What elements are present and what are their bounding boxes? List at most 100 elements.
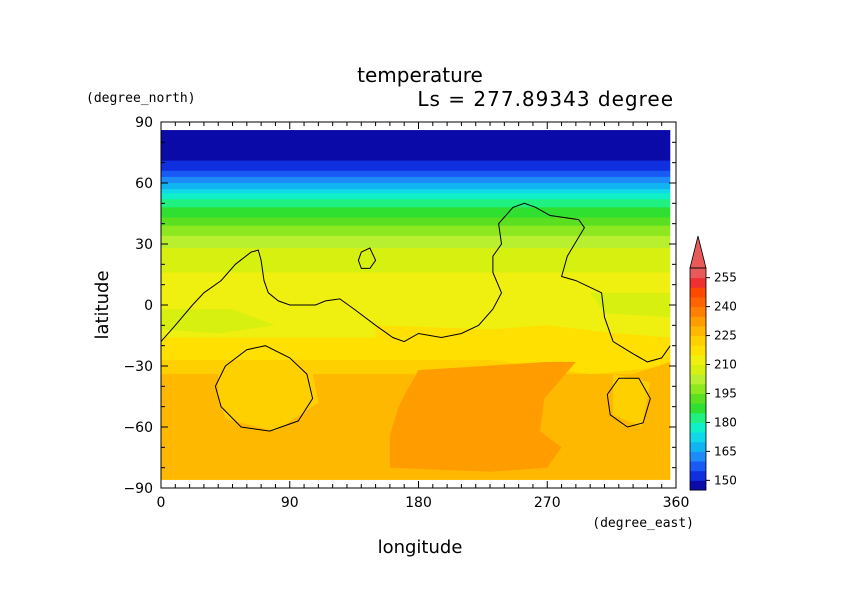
temperature-band <box>161 272 671 276</box>
y-axis-unit: (degree_north) <box>86 91 196 106</box>
x-tick-label: 180 <box>405 495 432 511</box>
colorbar-tick-label: 255 <box>714 271 737 285</box>
temperature-band <box>161 260 671 263</box>
temperature-band <box>161 246 671 249</box>
temperature-band <box>161 351 671 355</box>
colorbar-swatch <box>690 335 706 346</box>
colorbar-swatch <box>690 325 706 337</box>
temperature-band <box>161 164 671 168</box>
temperature-band <box>161 227 671 231</box>
colorbar-swatch <box>690 316 706 327</box>
temperature-band <box>161 142 671 145</box>
temperature-band <box>161 158 671 162</box>
temperature-band <box>161 366 671 369</box>
temperature-band <box>161 225 671 229</box>
temperature-band <box>161 256 671 259</box>
temperature-band <box>161 270 671 274</box>
colorbar-swatch <box>690 432 706 443</box>
temperature-band <box>161 355 671 359</box>
temperature-band <box>161 353 671 357</box>
temperature-band <box>161 205 671 208</box>
temperature-band <box>161 219 671 223</box>
temperature-band <box>161 233 671 237</box>
colorbar-tick-label: 150 <box>714 473 737 487</box>
colorbar-swatch <box>690 268 706 279</box>
temperature-band <box>161 292 671 296</box>
temperature-region <box>613 374 651 427</box>
temperature-band <box>161 180 671 184</box>
temperature-band <box>161 313 671 316</box>
temperature-band <box>161 349 671 353</box>
temperature-band <box>161 132 671 135</box>
temperature-region <box>218 366 319 432</box>
temperature-band <box>161 140 671 143</box>
temperature-band <box>161 235 671 239</box>
temperature-band <box>161 282 671 286</box>
temperature-band <box>161 370 671 373</box>
temperature-band <box>161 217 671 221</box>
temperature-band <box>161 156 671 160</box>
temperature-band <box>161 207 671 211</box>
colorbar-swatch <box>690 364 706 375</box>
temperature-band <box>161 154 671 158</box>
temperature-band <box>161 248 671 251</box>
colorbar-tick-label: 225 <box>714 329 737 343</box>
temperature-band <box>161 172 671 176</box>
temperature-band <box>161 178 671 182</box>
temperature-band <box>161 183 671 186</box>
temperature-band <box>161 199 671 202</box>
x-axis-label: longitude <box>378 537 463 558</box>
temperature-band <box>161 193 671 196</box>
temperature-band <box>161 239 671 243</box>
contour-lines <box>161 202 671 432</box>
colorbar-swatch <box>690 461 706 472</box>
temperature-band <box>161 361 671 365</box>
temperature-band <box>161 211 671 215</box>
temperature-band <box>161 323 671 326</box>
colorbar-tick-label: 240 <box>714 300 737 314</box>
temperature-band <box>161 176 671 180</box>
contour-line <box>161 202 671 363</box>
temperature-band <box>161 231 671 235</box>
chart-title: temperature <box>357 63 483 87</box>
chart-subtitle: Ls = 277.89343 degree <box>417 87 674 111</box>
contour-line <box>214 345 314 432</box>
y-tick-label: −90 <box>123 481 153 497</box>
temperature-band <box>161 223 671 227</box>
temperature-band <box>161 152 671 156</box>
temperature-band <box>161 280 671 284</box>
axes: 0 90 180 270 360 90 60 30 0 −30 −60 −90 <box>123 115 689 511</box>
temperature-region <box>375 325 671 375</box>
x-axis-unit: (degree_east) <box>592 516 694 531</box>
colorbar-tick-label: 195 <box>714 386 737 400</box>
temperature-region <box>389 361 576 472</box>
colorbar-swatch <box>690 306 706 317</box>
temperature-region <box>161 309 276 334</box>
colorbar-swatch <box>690 451 706 462</box>
colorbar-swatch <box>690 277 706 288</box>
temperature-band <box>161 286 671 290</box>
temperature-band <box>161 185 671 188</box>
temperature-band <box>161 150 671 154</box>
colorbar-tick-label: 180 <box>714 415 737 429</box>
temperature-band <box>161 191 671 194</box>
temperature-band <box>161 264 671 267</box>
temperature-band <box>161 197 671 200</box>
temperature-band <box>161 195 671 198</box>
temperature-band <box>161 278 671 282</box>
x-tick-label: 360 <box>663 495 690 511</box>
colorbar-tick-label: 210 <box>714 358 737 372</box>
colorbar-tick-label: 165 <box>714 444 737 458</box>
temperature-band <box>161 241 671 245</box>
colorbar-swatch <box>690 296 706 308</box>
y-axis-label: latitude <box>92 270 113 339</box>
temperature-band <box>161 321 671 324</box>
temperature-band <box>161 288 671 292</box>
temperature-band <box>161 274 671 278</box>
x-tick-label: 270 <box>534 495 561 511</box>
colorbar-swatch <box>690 345 706 356</box>
colorbar-swatch <box>690 412 706 423</box>
temperature-band <box>161 357 671 361</box>
temperature-band <box>161 317 671 320</box>
